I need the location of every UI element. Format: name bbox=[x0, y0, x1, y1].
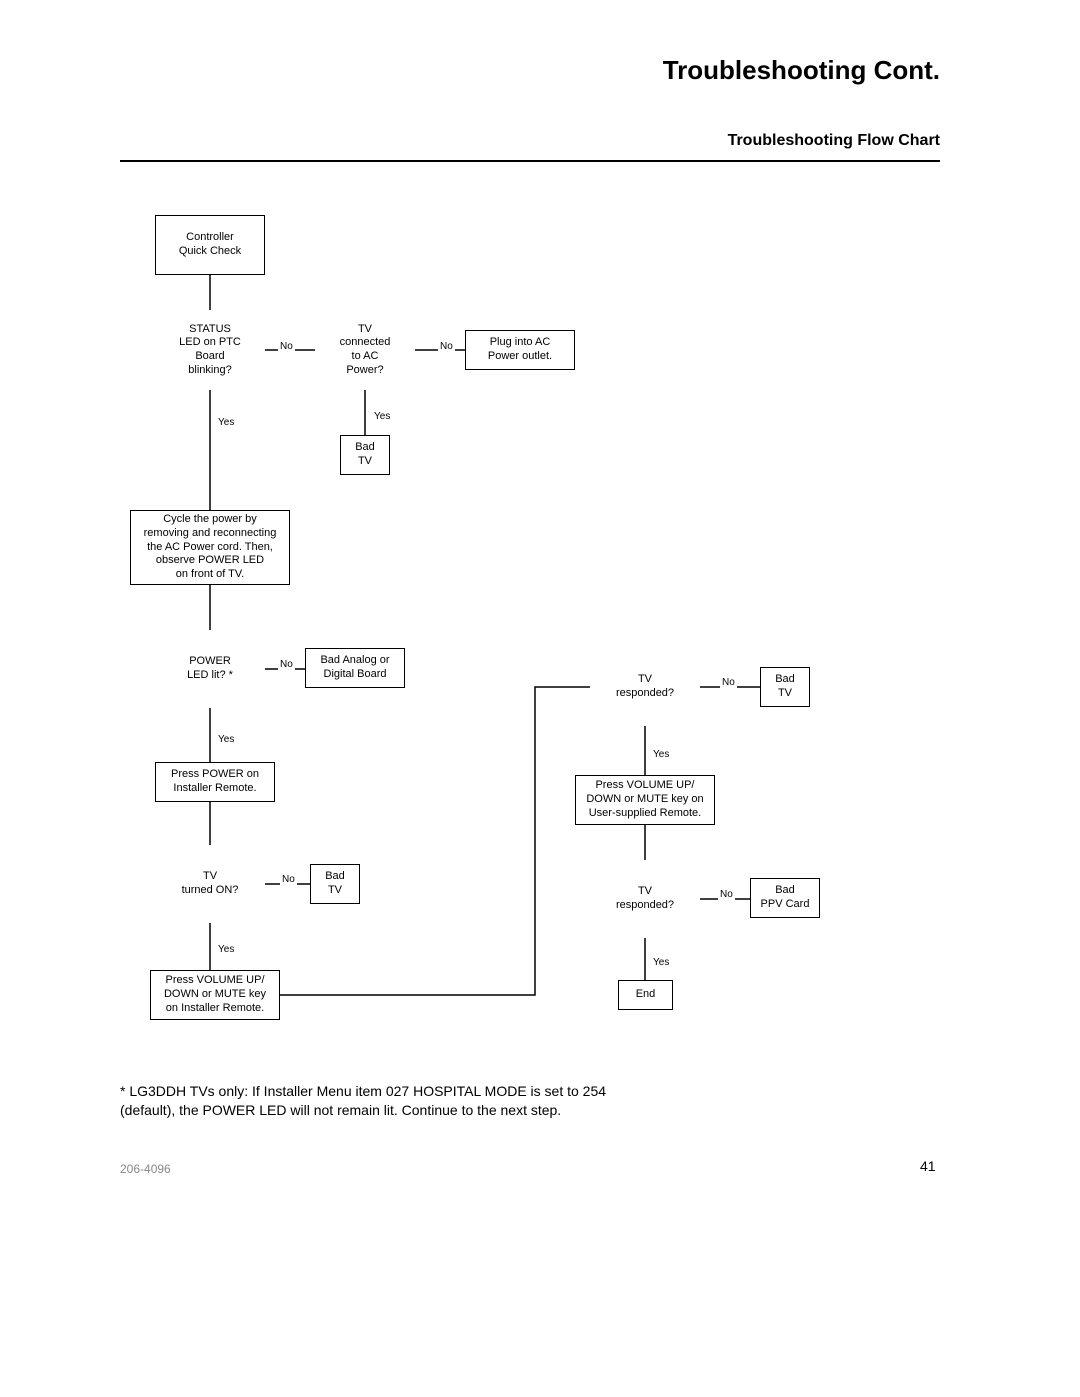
edge-label: Yes bbox=[216, 945, 236, 955]
node-text: POWERLED lit? * bbox=[187, 655, 233, 683]
node-text: ControllerQuick Check bbox=[179, 231, 241, 259]
node-text: Press VOLUME UP/DOWN or MUTE key onUser-… bbox=[586, 779, 703, 820]
node-d_powerled: POWERLED lit? * bbox=[155, 630, 265, 708]
edge-label: No bbox=[278, 342, 295, 352]
node-text: BadTV bbox=[355, 441, 375, 469]
node-r_badtv3: BadTV bbox=[760, 667, 810, 707]
edge-label: No bbox=[280, 875, 297, 885]
footnote-line-1: * LG3DDH TVs only: If Installer Menu ite… bbox=[120, 1082, 606, 1101]
node-d_resp2: TVresponded? bbox=[590, 860, 700, 938]
node-text: BadPPV Card bbox=[761, 884, 810, 912]
node-r_press1: Press POWER onInstaller Remote. bbox=[155, 762, 275, 802]
edge-label: Yes bbox=[216, 418, 236, 428]
node-r_press2: Press VOLUME UP/DOWN or MUTE keyon Insta… bbox=[150, 970, 280, 1020]
edge-label: Yes bbox=[651, 750, 671, 760]
node-r_press3: Press VOLUME UP/DOWN or MUTE key onUser-… bbox=[575, 775, 715, 825]
edge-label: No bbox=[438, 342, 455, 352]
node-d_resp1: TVresponded? bbox=[590, 648, 700, 726]
node-d_status: STATUSLED on PTCBoardblinking? bbox=[155, 310, 265, 390]
edge-label: No bbox=[720, 678, 737, 688]
edge-label: Yes bbox=[651, 958, 671, 968]
node-r_cycle: Cycle the power byremoving and reconnect… bbox=[130, 510, 290, 585]
node-text: BadTV bbox=[325, 870, 345, 898]
node-d_tvon: TVturned ON? bbox=[155, 845, 265, 923]
node-r_badboard: Bad Analog orDigital Board bbox=[305, 648, 405, 688]
node-d_tvac: TVconnectedto ACPower? bbox=[315, 310, 415, 390]
node-r_badtv1: BadTV bbox=[340, 435, 390, 475]
node-text: Press POWER onInstaller Remote. bbox=[171, 768, 259, 796]
section-subtitle: Troubleshooting Flow Chart bbox=[640, 132, 940, 150]
edge-label: Yes bbox=[216, 735, 236, 745]
node-text: End bbox=[636, 988, 656, 1002]
node-text: TVresponded? bbox=[616, 673, 674, 701]
node-text: Press VOLUME UP/DOWN or MUTE keyon Insta… bbox=[164, 974, 266, 1015]
node-r_plug: Plug into ACPower outlet. bbox=[465, 330, 575, 370]
node-text: TVturned ON? bbox=[182, 870, 239, 898]
page-title: Troubleshooting Cont. bbox=[520, 55, 940, 86]
node-text: Bad Analog orDigital Board bbox=[320, 654, 389, 682]
node-text: BadTV bbox=[775, 673, 795, 701]
footnote: * LG3DDH TVs only: If Installer Menu ite… bbox=[120, 1082, 606, 1120]
edge-label: No bbox=[718, 890, 735, 900]
footnote-line-2: (default), the POWER LED will not remain… bbox=[120, 1101, 606, 1120]
footer-page-number: 41 bbox=[920, 1158, 936, 1174]
section-rule bbox=[120, 160, 940, 162]
footer-doc-number: 206-4096 bbox=[120, 1162, 171, 1176]
node-text: TVconnectedto ACPower? bbox=[340, 323, 391, 378]
edge-label: No bbox=[278, 660, 295, 670]
node-start: ControllerQuick Check bbox=[155, 215, 265, 275]
node-text: Cycle the power byremoving and reconnect… bbox=[144, 513, 277, 582]
node-text: STATUSLED on PTCBoardblinking? bbox=[179, 323, 241, 378]
node-r_badppv: BadPPV Card bbox=[750, 878, 820, 918]
node-text: Plug into ACPower outlet. bbox=[488, 336, 552, 364]
node-r_end: End bbox=[618, 980, 673, 1010]
node-r_badtv2: BadTV bbox=[310, 864, 360, 904]
node-text: TVresponded? bbox=[616, 885, 674, 913]
edge-label: Yes bbox=[372, 412, 392, 422]
